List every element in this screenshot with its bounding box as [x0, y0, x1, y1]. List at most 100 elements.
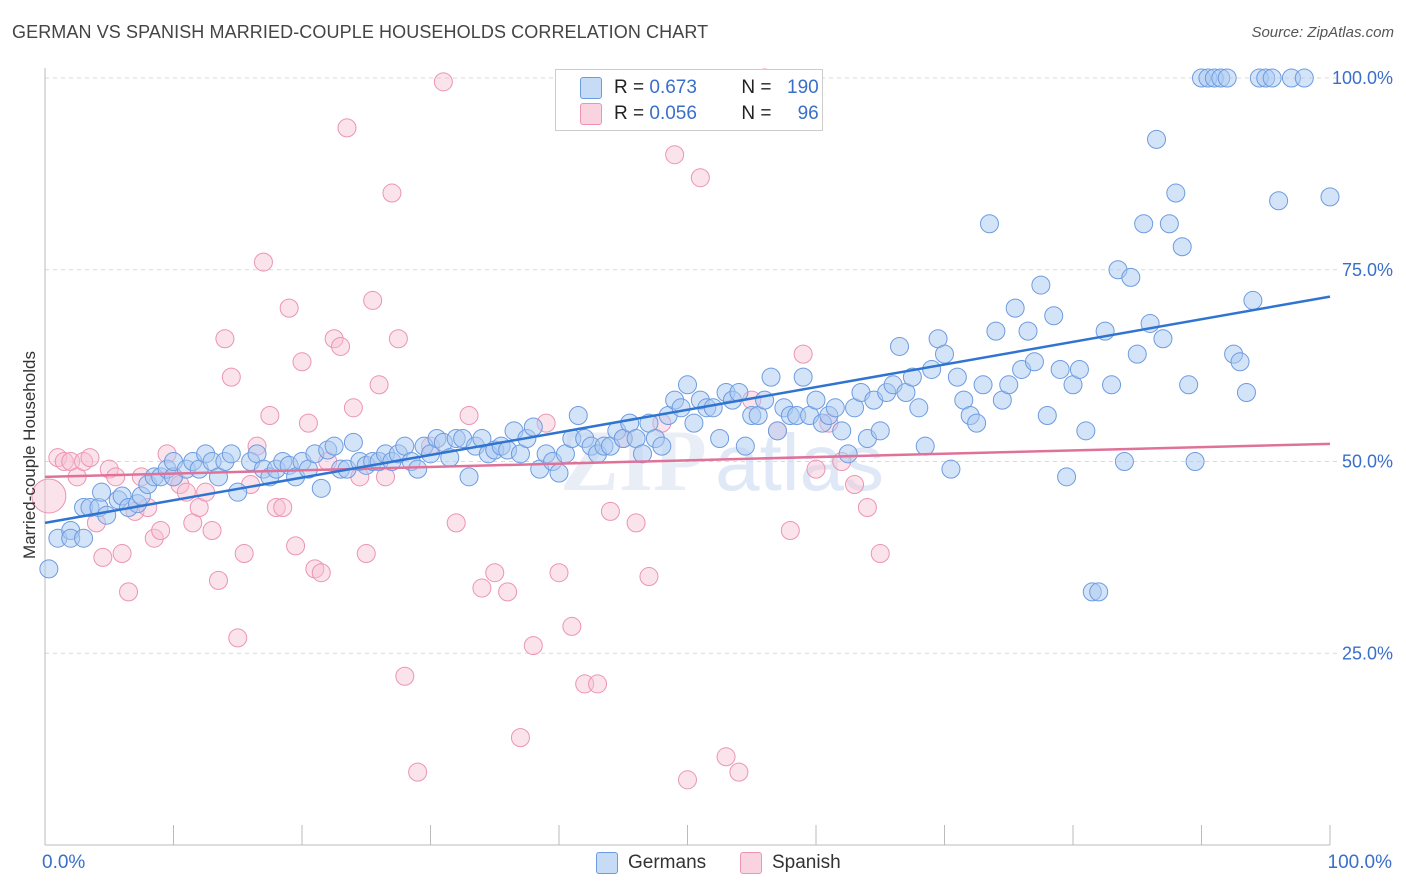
germans-point: [652, 436, 672, 456]
legend-swatch-spanish: [580, 103, 602, 125]
legend-r-label: R =: [614, 77, 650, 98]
germans-point: [825, 398, 845, 418]
germans-point: [806, 390, 826, 410]
spanish-point: [562, 616, 582, 636]
germans-point: [684, 413, 704, 433]
germans-point: [915, 436, 935, 456]
germans-trend-line: [44, 295, 1331, 525]
spanish-point: [485, 563, 505, 583]
legend-row-germans: R = 0.673 N = 190: [580, 75, 819, 101]
series-legend-spanish[interactable]: Spanish: [740, 852, 841, 874]
legend-n-label: N =: [741, 103, 777, 124]
germans-point: [838, 444, 858, 464]
germans-point: [1069, 359, 1089, 379]
germans-point: [1057, 467, 1077, 487]
spanish-point: [215, 329, 235, 349]
legend-n-value: 190: [787, 77, 819, 98]
spanish-point: [311, 563, 331, 583]
spanish-point: [151, 521, 171, 541]
germans-point: [549, 463, 569, 483]
germans-label: Germans: [628, 852, 707, 873]
spanish-trend-line: [44, 442, 1331, 479]
spanish-point: [31, 478, 67, 514]
spanish-point: [472, 578, 492, 598]
y-tick-label: 100.0%: [1332, 68, 1393, 88]
spanish-point: [793, 344, 813, 364]
spanish-point: [729, 762, 749, 782]
y-axis-label: Married-couple Households: [20, 351, 39, 559]
germans-point: [1018, 321, 1038, 341]
germans-point: [890, 336, 910, 356]
spanish-point: [260, 405, 280, 425]
germans-point: [870, 421, 890, 441]
spanish-point: [408, 762, 428, 782]
germans-point: [973, 375, 993, 395]
germans-point: [408, 459, 428, 479]
series-legend: Germans Spanish: [0, 852, 1406, 878]
spanish-point: [363, 290, 383, 310]
spanish-point: [234, 544, 254, 564]
y-tick-label: 50.0%: [1342, 452, 1393, 472]
correlation-legend: R = 0.673 N = 190 R = 0.056 N = 96: [555, 69, 823, 131]
series-legend-germans[interactable]: Germans: [596, 852, 706, 874]
germans-point: [947, 367, 967, 387]
spanish-point: [395, 666, 415, 686]
svg-text:atlas: atlas: [715, 418, 884, 507]
spanish-point: [356, 544, 376, 564]
spanish-point: [286, 536, 306, 556]
spanish-point: [324, 329, 344, 349]
germans-point: [1050, 359, 1070, 379]
spanish-point: [639, 567, 659, 587]
gridlines: [45, 77, 1340, 654]
germans-point: [1320, 187, 1340, 207]
germans-point: [1294, 68, 1314, 88]
spanish-point: [626, 513, 646, 533]
spanish-point: [665, 145, 685, 165]
spanish-label: Spanish: [772, 852, 841, 873]
spanish-point: [292, 352, 312, 372]
x-axis-min-label: 0.0%: [42, 852, 86, 873]
chart-title: GERMAN VS SPANISH MARRIED-COUPLE HOUSEHO…: [12, 22, 709, 42]
germans-point: [909, 398, 929, 418]
spanish-point: [588, 674, 608, 694]
germans-point: [1269, 191, 1289, 211]
spanish-point: [523, 636, 543, 656]
germans-point: [97, 505, 117, 525]
germans-point: [1262, 68, 1282, 88]
germans-swatch: [596, 852, 618, 874]
spanish-point: [279, 298, 299, 318]
spanish-point: [780, 521, 800, 541]
germans-point: [324, 436, 344, 456]
spanish-point: [54, 452, 74, 471]
spanish-point: [806, 459, 826, 479]
germans-point: [343, 432, 363, 452]
germans-point: [39, 559, 59, 579]
germans-point: [1024, 352, 1044, 372]
germans-point: [311, 478, 331, 498]
spanish-point: [498, 582, 518, 602]
germans-point: [1166, 183, 1186, 203]
legend-n-label: N =: [741, 77, 777, 98]
x-axis-max-label: 100.0%: [1327, 852, 1392, 873]
germans-point: [1102, 375, 1122, 395]
spanish-point: [870, 544, 890, 564]
spanish-point: [845, 475, 865, 495]
germans-point: [1243, 290, 1263, 310]
legend-r-value: 0.673: [649, 77, 697, 98]
legend-n-value: 96: [797, 103, 819, 124]
germans-point: [1172, 237, 1192, 257]
germans-point: [568, 405, 588, 425]
spanish-point: [196, 482, 216, 502]
spanish-point: [266, 498, 286, 518]
germans-point: [671, 398, 691, 418]
germans-points: [39, 68, 1340, 602]
legend-r-value: 0.056: [649, 103, 697, 124]
germans-point: [1236, 382, 1256, 402]
spanish-point: [93, 547, 113, 567]
spanish-point: [208, 570, 228, 590]
spanish-point: [343, 398, 363, 418]
spanish-point: [80, 448, 100, 468]
germans-point: [735, 436, 755, 456]
spanish-point: [112, 544, 132, 564]
spanish-point: [337, 118, 357, 138]
